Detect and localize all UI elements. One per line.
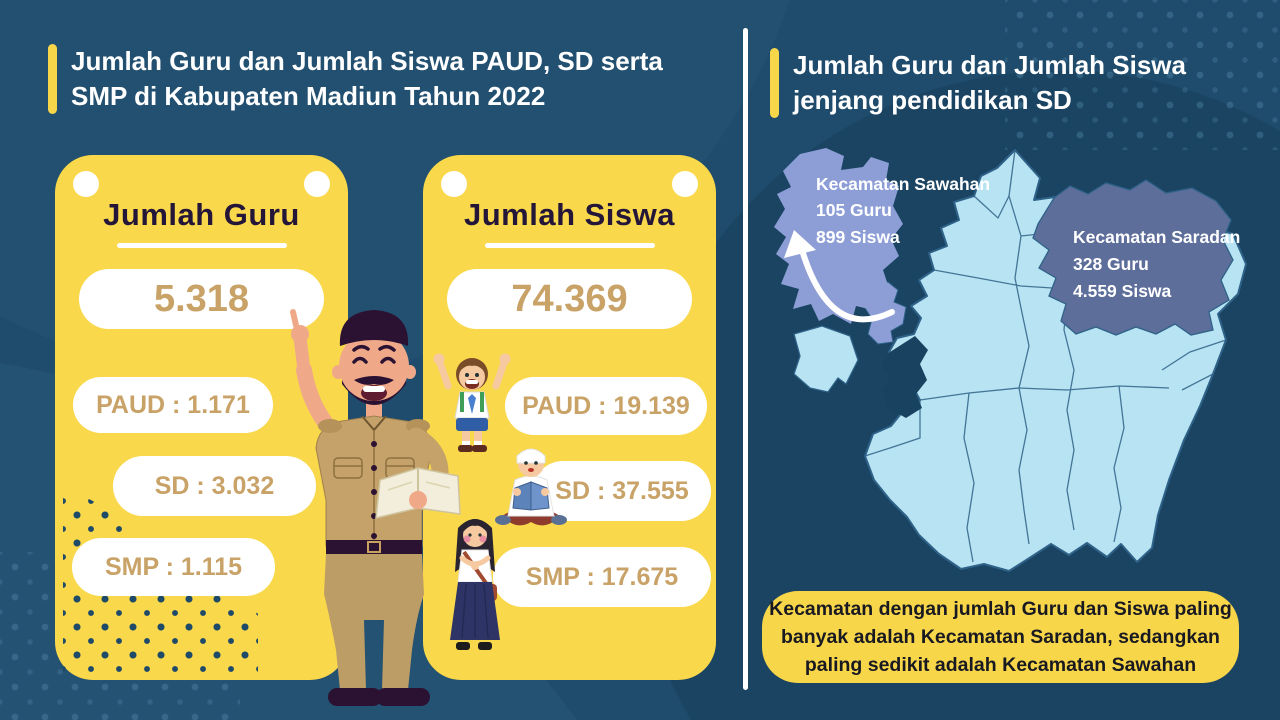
guru-paud-value: PAUD : 1.171 <box>73 377 273 433</box>
map-label-saradan-guru: 328 Guru <box>1073 254 1149 274</box>
conclusion-note: Kecamatan dengan jumlah Guru dan Siswa p… <box>762 591 1239 683</box>
teacher-illustration <box>290 309 461 706</box>
panel-divider <box>743 28 748 690</box>
note-line3: paling sedikit adalah Kecamatan Sawahan <box>804 654 1197 676</box>
callout-arrow <box>799 247 895 323</box>
pin-circle <box>441 171 467 197</box>
pin-circle <box>304 171 330 197</box>
guru-card-title: Jumlah Guru <box>103 197 300 232</box>
right-title-line2: jenjang pendidikan SD <box>793 85 1072 115</box>
title-accent-bar <box>770 48 779 118</box>
pin-circle <box>73 171 99 197</box>
map-label-sawahan-siswa: 899 Siswa <box>816 227 900 247</box>
guru-card: Jumlah Guru 5.318 PAUD : 1.171 SD : 3.03… <box>55 155 348 680</box>
reading-boy-illustration <box>495 448 567 526</box>
madiun-regency-map: Kecamatan Sawahan 105 Guru 899 Siswa Kec… <box>774 148 1247 572</box>
schoolgirl-illustration <box>450 519 500 650</box>
map-label-sawahan-guru: 105 Guru <box>816 200 892 220</box>
siswa-paud-value: PAUD : 19.139 <box>505 377 707 435</box>
guru-total-value: 5.318 <box>79 269 324 329</box>
pin-circle <box>672 171 698 197</box>
left-title-line2: SMP di Kabupaten Madiun Tahun 2022 <box>71 81 546 111</box>
right-panel-title: Jumlah Guru dan Jumlah Siswa jenjang pen… <box>770 48 1186 118</box>
map-region-sawahan-enlarged <box>774 148 903 324</box>
cheering-boy-illustration <box>433 353 511 452</box>
map-label-saradan-siswa: 4.559 Siswa <box>1073 281 1172 301</box>
left-title-line1: Jumlah Guru dan Jumlah Siswa PAUD, SD se… <box>71 46 663 76</box>
map-region-saradan <box>1032 179 1234 336</box>
guru-smp-value: SMP : 1.115 <box>72 538 275 596</box>
siswa-total-value: 74.369 <box>447 269 692 329</box>
note-line2: banyak adalah Kecamatan Saradan, sedangk… <box>781 626 1220 648</box>
right-title-line1: Jumlah Guru dan Jumlah Siswa <box>793 50 1186 80</box>
guru-sd-value: SD : 3.032 <box>113 456 316 516</box>
siswa-card-title: Jumlah Siswa <box>463 197 676 232</box>
title-underline <box>484 243 655 248</box>
map-label-sawahan-name: Kecamatan Sawahan <box>816 174 990 194</box>
map-city-hole <box>882 336 928 418</box>
siswa-smp-value: SMP : 17.675 <box>493 547 711 607</box>
map-label-saradan-name: Kecamatan Saradan <box>1073 227 1240 247</box>
left-panel-title: Jumlah Guru dan Jumlah Siswa PAUD, SD se… <box>48 44 663 114</box>
title-underline <box>116 243 287 248</box>
note-line1: Kecamatan dengan jumlah Guru dan Siswa p… <box>769 598 1232 620</box>
map-west-piece <box>793 325 859 393</box>
callout-arrow-head <box>784 230 816 258</box>
dot-pattern-top-right <box>1005 0 1280 150</box>
siswa-sd-value: SD : 37.555 <box>533 461 711 521</box>
title-accent-bar <box>48 44 57 114</box>
